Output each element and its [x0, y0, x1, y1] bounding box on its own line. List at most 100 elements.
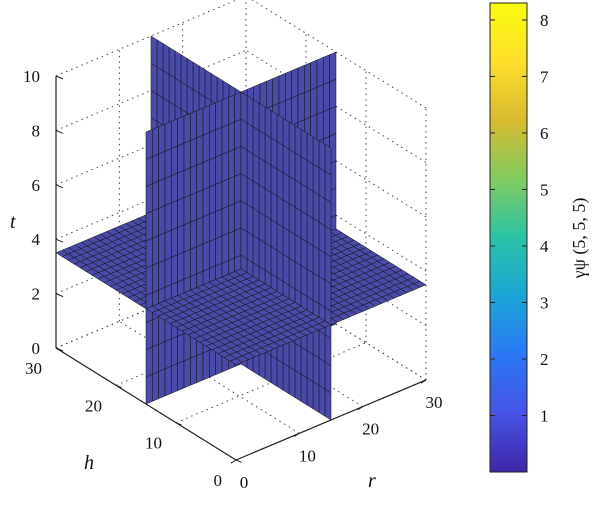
slice-r-cell [276, 113, 284, 146]
slice-h-cell [202, 132, 210, 163]
slice-r-cell [240, 118, 248, 151]
slice-h-cell [171, 363, 178, 394]
slice-h-cell [177, 333, 185, 364]
slice-r-cell [162, 43, 170, 75]
slice-h-cell [202, 213, 210, 245]
slice-h-cell [234, 118, 242, 150]
slice-r-cell [282, 253, 290, 286]
slice-h-cell [158, 259, 166, 291]
colorbar-tick-label: 2 [540, 350, 549, 369]
slice-h-cell [158, 341, 166, 372]
slice-h-cell [190, 191, 197, 223]
grid-line [175, 342, 367, 424]
colorbar-ticks: 1 2 3 4 5 6 7 8 [490, 11, 549, 425]
slice-r-cell [294, 125, 302, 157]
slice-r-cell [270, 246, 278, 279]
y-tick-label: 10 [145, 434, 162, 453]
colorbar-tick-label: 1 [540, 406, 549, 425]
slice-r-cell [312, 353, 320, 386]
slice-h-cell [145, 183, 153, 214]
slice-h-cell [145, 128, 153, 160]
slice-h-cell [190, 164, 197, 196]
slice-r-cell [198, 65, 206, 98]
slice-h-cell [234, 173, 242, 204]
slice-h-cell [228, 94, 235, 125]
slice-h-cell [190, 110, 197, 141]
colorbar-tick-label: 6 [540, 124, 549, 143]
x-tick-mark [420, 379, 427, 384]
slice-r-cell [300, 183, 308, 216]
z-tick-mark [55, 238, 64, 243]
slice-r-cell [324, 279, 332, 312]
slice-r-cell [300, 346, 308, 379]
slice-h-cell [152, 371, 159, 402]
slice-r-cell [180, 54, 188, 87]
slice-h-cell [209, 102, 216, 133]
slice-h-cell [310, 59, 318, 91]
slice-h-cell [177, 142, 185, 174]
slice-r-cell [318, 276, 326, 308]
z-axis-label: t [10, 211, 16, 233]
slice-h-cell [316, 111, 324, 142]
slice-r-cell [264, 188, 272, 220]
slice-r-cell [174, 77, 182, 110]
slice-r-cell [318, 330, 326, 363]
slice-r-cell [258, 157, 266, 189]
slice-r-cell [276, 358, 284, 391]
slice-h-cell [152, 235, 159, 266]
slice-r-cell [312, 217, 320, 250]
slice-h-cell [329, 51, 337, 83]
slice-r-cell [312, 163, 320, 196]
z-tick-label: 4 [32, 230, 41, 249]
slice-h-cell [183, 221, 191, 253]
x-tick-mark [357, 406, 363, 411]
slice-r-cell [324, 171, 332, 203]
z-tick-label: 6 [32, 176, 41, 195]
slice-h-cell [183, 140, 191, 171]
slice-h-cell [164, 148, 172, 179]
slice-h-cell [202, 159, 210, 190]
slice-r-cell [252, 126, 260, 159]
slice-h-cell [234, 227, 242, 259]
slice-r-cell [252, 180, 260, 213]
slice-r-cell [306, 159, 314, 192]
slice-t-cell [329, 228, 343, 236]
slice-h-cell [158, 232, 166, 264]
slice-h-cell [221, 151, 229, 182]
slice-h-cell [215, 235, 223, 267]
slice-h-cell [152, 207, 159, 239]
slice-h-cell [304, 89, 311, 121]
slice-r-cell [162, 70, 170, 103]
slice-h-cell [234, 91, 242, 123]
slice-h-cell [145, 319, 153, 350]
slice-h-cell [297, 92, 305, 123]
z-tick-label: 10 [23, 67, 40, 86]
slice-h-cell [183, 167, 191, 198]
slice-h-cell [209, 211, 216, 242]
slice-h-cell [158, 178, 166, 209]
slice-r-cell [294, 179, 302, 212]
slice-h-cell [158, 368, 166, 400]
slice-h-cell [234, 200, 242, 232]
x-tick-label: 20 [362, 420, 379, 439]
slice-r-cell [306, 214, 314, 247]
slice-r-cell [270, 164, 278, 197]
z-tick-mark [55, 293, 64, 298]
slice-r-cell [168, 73, 176, 106]
slice-r-cell [186, 57, 194, 90]
slice-r-cell [282, 199, 290, 232]
slice-h-cell [209, 156, 216, 188]
slice-r-cell [252, 207, 260, 240]
z-tick-mark [55, 129, 64, 134]
slice-r-cell [270, 219, 278, 251]
slice-r-cell [270, 137, 278, 170]
slice-h-cell [152, 316, 159, 348]
slice-h-cell [183, 194, 191, 226]
slice-r-cell [312, 136, 320, 169]
colorbar-tick-label: 7 [540, 67, 549, 86]
slice-h-cell [285, 70, 292, 101]
slice-r-cell [210, 72, 218, 105]
colorbar-tick-label: 8 [540, 11, 549, 30]
slice-r-cell [282, 144, 290, 177]
